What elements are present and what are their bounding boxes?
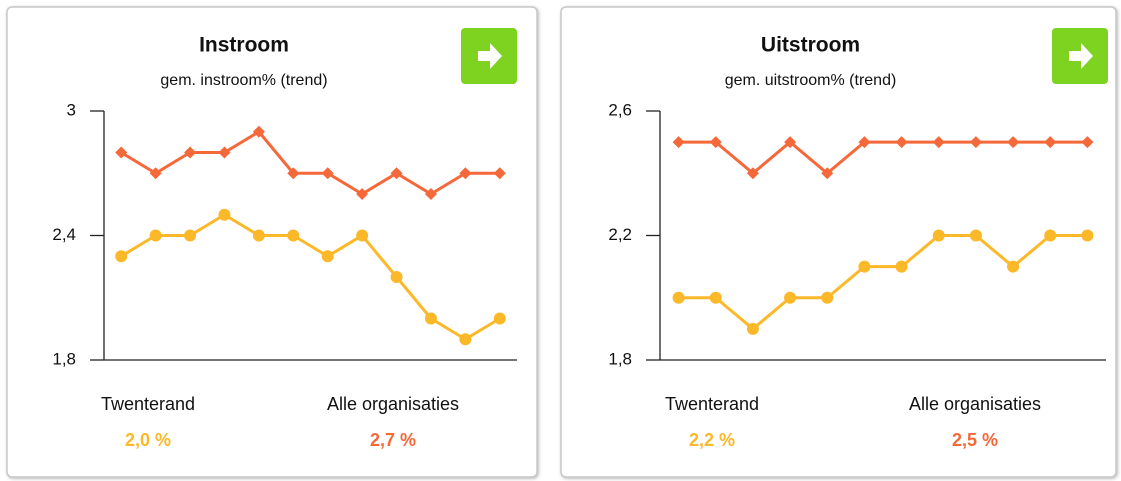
legend-label: Alle organisaties — [327, 394, 459, 414]
point-marker — [746, 322, 759, 335]
chart-title: Uitstroom — [761, 34, 860, 57]
point-marker — [1081, 229, 1094, 242]
point-marker — [424, 312, 437, 325]
current-value: 2,2 % — [689, 430, 735, 450]
point-marker — [1044, 136, 1057, 149]
y-tick-label: 1,8 — [608, 349, 632, 368]
point-marker — [672, 291, 685, 304]
point-marker — [932, 136, 945, 149]
point-marker — [390, 271, 403, 283]
point-marker — [969, 229, 982, 242]
arrow-icon[interactable] — [478, 43, 502, 69]
point-marker — [424, 188, 437, 200]
y-tick-label: 2,2 — [608, 225, 632, 244]
current-value: 2,7 % — [370, 430, 416, 450]
point-marker — [493, 167, 506, 180]
point-marker — [672, 136, 685, 149]
point-marker — [287, 167, 300, 180]
point-marker — [1044, 229, 1057, 242]
point-marker — [287, 229, 300, 242]
point-marker — [149, 167, 162, 180]
point-marker — [356, 188, 369, 200]
chart-title: Instroom — [199, 34, 289, 57]
chart-card: Instroom gem. instroom% (trend) 1,8 2,4 3 Twe… — [6, 6, 538, 478]
point-marker — [969, 136, 982, 149]
point-marker — [746, 167, 759, 180]
point-marker — [1081, 136, 1094, 149]
point-marker — [858, 136, 871, 149]
current-value: 2,0 % — [125, 430, 171, 450]
point-marker — [115, 146, 128, 159]
point-marker — [252, 125, 265, 138]
point-marker — [252, 229, 265, 242]
point-marker — [321, 250, 334, 263]
point-marker — [784, 136, 797, 149]
point-marker — [493, 312, 506, 325]
point-marker — [459, 167, 472, 180]
point-marker — [784, 291, 797, 304]
point-marker — [459, 333, 472, 346]
chart-card: Uitstroom gem. uitstroom% (trend) 1,8 2,2 2,… — [560, 6, 1117, 478]
open-button[interactable] — [461, 28, 517, 84]
point-marker — [895, 260, 908, 273]
point-marker — [218, 146, 231, 159]
series-line — [120, 129, 500, 196]
current-value: 2,5 % — [952, 430, 998, 450]
open-button[interactable] — [1052, 28, 1108, 84]
y-tick-label: 2,6 — [608, 100, 632, 119]
arrow-icon[interactable] — [1069, 43, 1093, 69]
point-marker — [390, 167, 403, 180]
point-marker — [356, 229, 369, 242]
point-marker — [821, 167, 834, 180]
point-marker — [321, 167, 334, 180]
point-marker — [709, 136, 722, 149]
legend-label: Twenterand — [101, 394, 195, 414]
point-marker — [1007, 260, 1020, 273]
point-marker — [184, 146, 197, 159]
series-line — [678, 234, 1088, 331]
point-marker — [709, 291, 722, 304]
chart-subtitle: gem. uitstroom% (trend) — [725, 72, 897, 89]
legend-label: Twenterand — [665, 394, 759, 414]
chart-subtitle: gem. instroom% (trend) — [160, 72, 327, 89]
point-marker — [149, 229, 162, 242]
point-marker — [895, 136, 908, 149]
point-marker — [218, 208, 231, 221]
series-line — [678, 140, 1088, 176]
y-tick-label: 2,4 — [52, 225, 76, 244]
point-marker — [184, 229, 197, 242]
point-marker — [821, 291, 834, 304]
y-tick-label: 3 — [67, 100, 76, 119]
point-marker — [858, 260, 871, 273]
point-marker — [932, 229, 945, 242]
y-tick-label: 1,8 — [52, 349, 76, 368]
point-marker — [1007, 136, 1020, 149]
legend-label: Alle organisaties — [909, 394, 1041, 414]
point-marker — [115, 250, 128, 263]
